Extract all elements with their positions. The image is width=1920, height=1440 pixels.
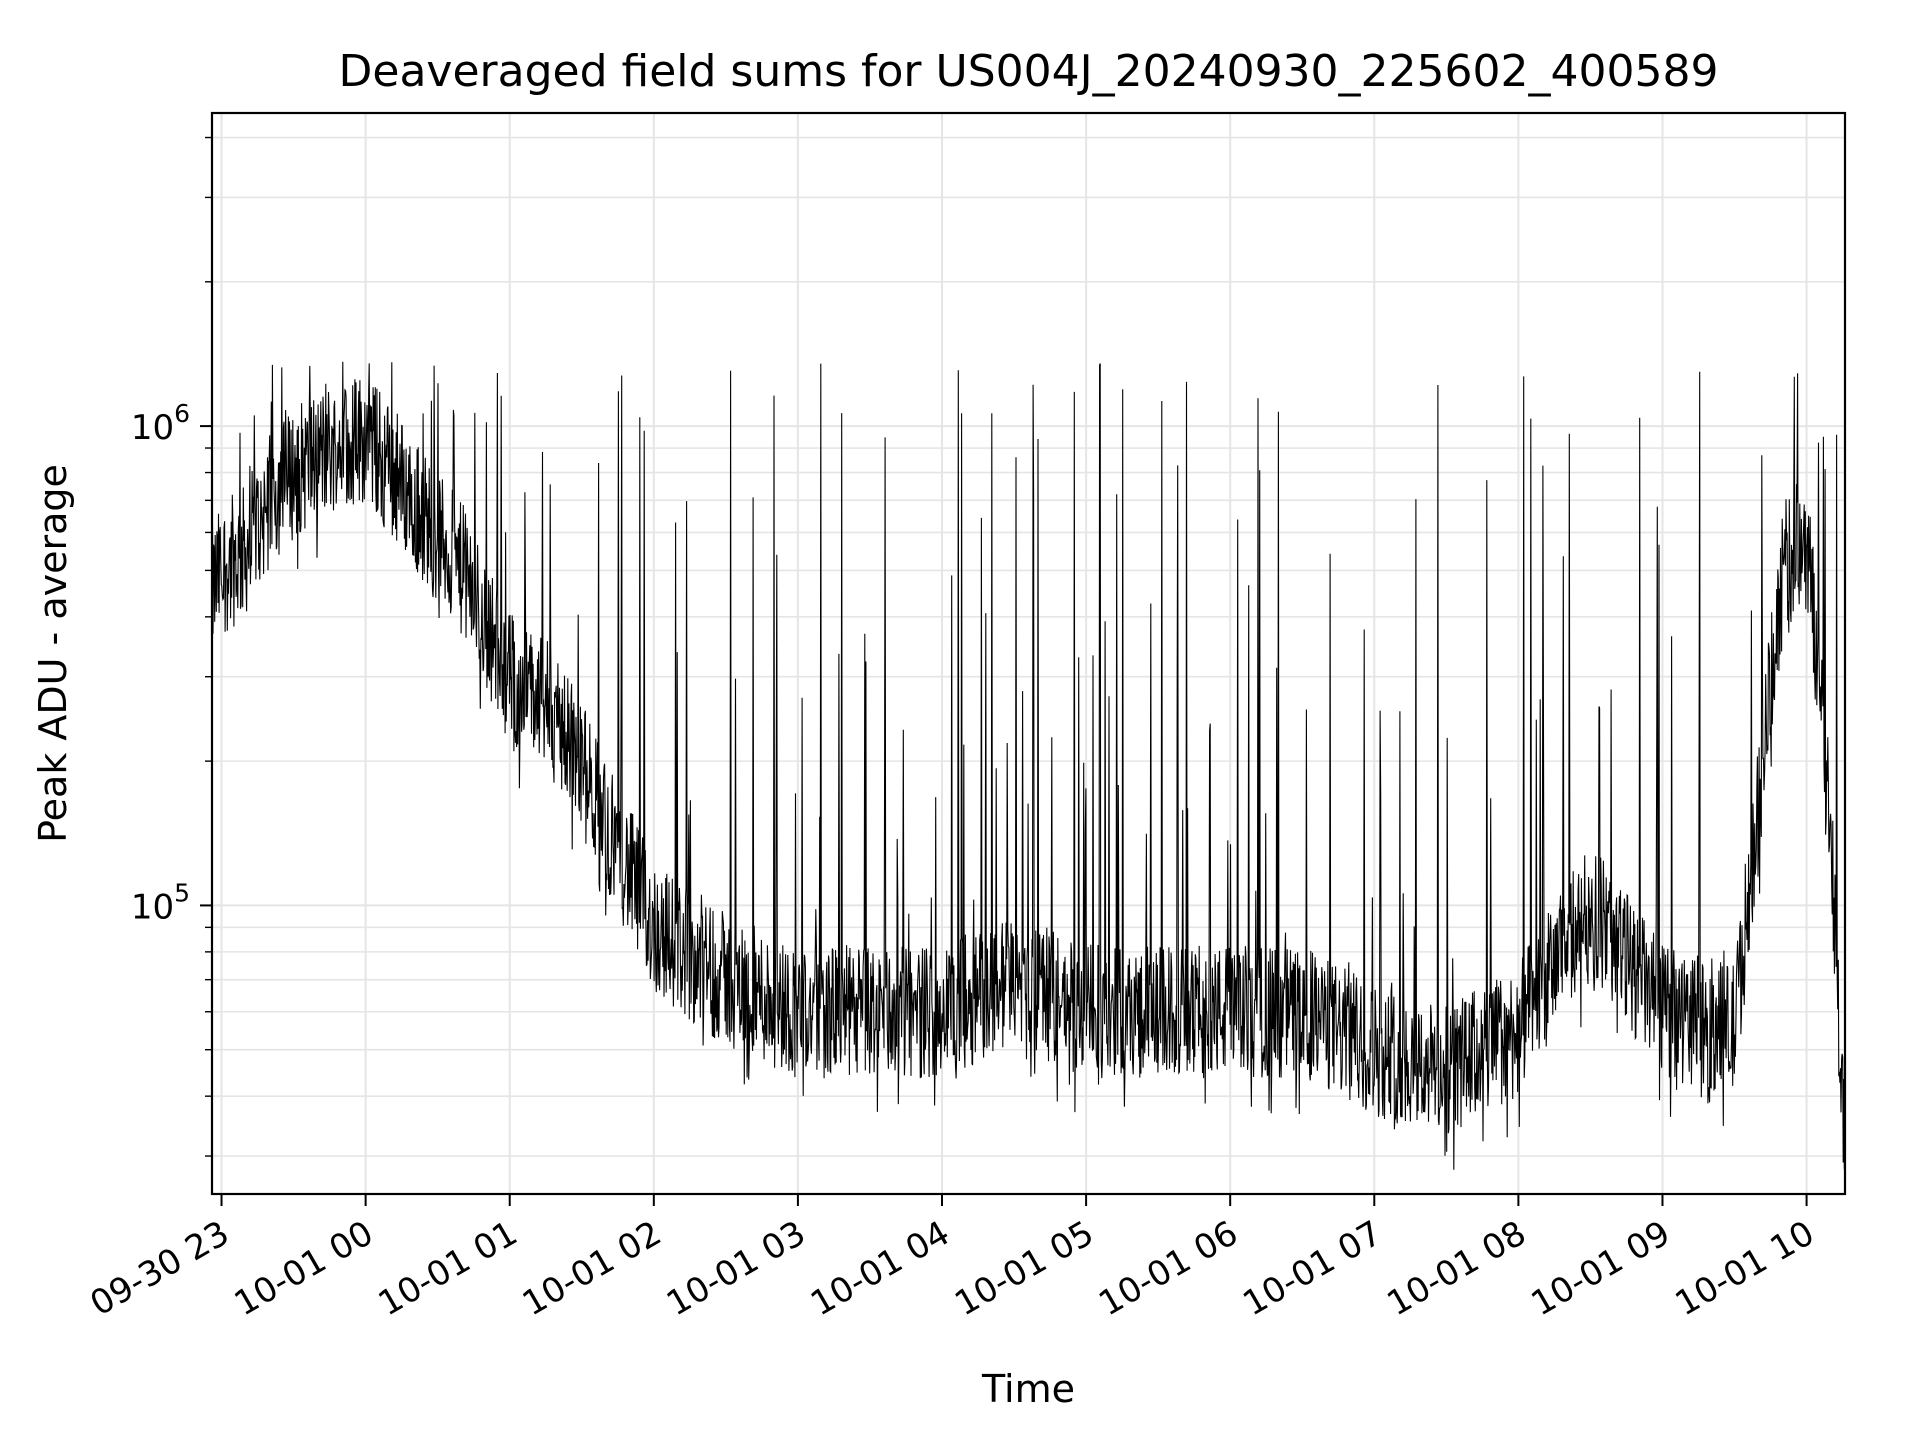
y-tick-label: 106	[131, 399, 190, 448]
x-tick-label: 10-01 05	[948, 1213, 1100, 1324]
x-tick-label: 10-01 03	[660, 1213, 812, 1324]
x-tick-label: 10-01 02	[516, 1213, 668, 1324]
x-tick-label: 10-01 06	[1092, 1213, 1244, 1324]
x-tick-label: 10-01 04	[804, 1213, 956, 1324]
series-layer	[212, 361, 1845, 1174]
x-axis-label: Time	[981, 1367, 1075, 1411]
x-tick-label: 10-01 10	[1669, 1213, 1821, 1324]
chart-title: Deaveraged field sums for US004J_2024093…	[339, 46, 1719, 97]
x-tick-label: 10-01 00	[228, 1213, 380, 1324]
x-tick-label: 10-01 07	[1236, 1213, 1388, 1324]
x-tick-label: 10-01 01	[372, 1213, 524, 1324]
x-tick-label: 10-01 09	[1525, 1213, 1677, 1324]
y-tick-label: 105	[131, 878, 190, 927]
x-tick-label: 10-01 08	[1380, 1213, 1532, 1324]
series-line	[212, 361, 1845, 1174]
x-tick-label: 09-30 23	[84, 1213, 236, 1324]
y-axis-label: Peak ADU - average	[31, 464, 75, 843]
plot-frame	[210, 111, 1847, 1196]
grid	[212, 113, 1845, 1194]
